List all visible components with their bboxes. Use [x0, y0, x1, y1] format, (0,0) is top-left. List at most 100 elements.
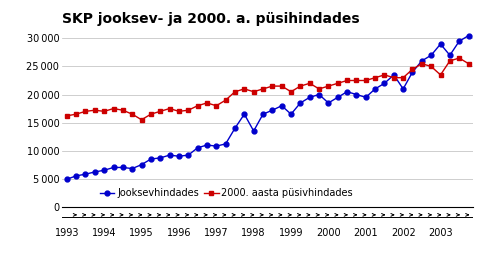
2000. aasta püsivhindades: [130, 113, 135, 116]
Jooksevhindades: [326, 101, 331, 104]
Text: 2002: 2002: [391, 228, 415, 238]
Jooksevhindades: [241, 113, 247, 116]
Jooksevhindades: [316, 93, 322, 96]
Jooksevhindades: [270, 109, 275, 112]
Jooksevhindades: [176, 154, 182, 158]
Jooksevhindades: [64, 178, 70, 181]
2000. aasta püsivhindades: [73, 113, 79, 116]
Jooksevhindades: [92, 170, 98, 174]
Text: 1997: 1997: [204, 228, 228, 238]
2000. aasta püsivhindades: [456, 56, 462, 60]
2000. aasta püsivhindades: [326, 85, 331, 88]
Jooksevhindades: [410, 70, 415, 74]
Jooksevhindades: [167, 153, 173, 157]
Jooksevhindades: [139, 163, 144, 166]
Jooksevhindades: [363, 96, 369, 99]
2000. aasta püsivhindades: [195, 104, 200, 107]
Jooksevhindades: [73, 174, 79, 178]
2000. aasta püsivhindades: [466, 62, 471, 65]
2000. aasta püsivhindades: [344, 79, 350, 82]
2000. aasta püsivhindades: [83, 110, 88, 113]
Jooksevhindades: [400, 87, 406, 91]
2000. aasta püsivhindades: [157, 110, 163, 113]
Text: SKP jooksev- ja 2000. a. püsihindades: SKP jooksev- ja 2000. a. püsihindades: [62, 12, 360, 26]
Text: 2001: 2001: [353, 228, 378, 238]
2000. aasta püsivhindades: [101, 110, 107, 113]
2000. aasta püsivhindades: [419, 62, 424, 65]
Jooksevhindades: [120, 166, 126, 169]
Text: 1996: 1996: [167, 228, 191, 238]
Jooksevhindades: [83, 172, 88, 176]
Jooksevhindades: [213, 144, 219, 148]
Jooksevhindades: [381, 82, 387, 85]
Text: 2003: 2003: [428, 228, 453, 238]
2000. aasta püsivhindades: [148, 113, 154, 116]
Jooksevhindades: [223, 142, 228, 146]
2000. aasta püsivhindades: [307, 82, 313, 85]
2000. aasta püsivhindades: [204, 101, 210, 104]
2000. aasta püsivhindades: [288, 90, 294, 93]
2000. aasta püsivhindades: [223, 98, 228, 102]
Jooksevhindades: [466, 34, 471, 37]
Jooksevhindades: [110, 166, 117, 169]
2000. aasta püsivhindades: [232, 90, 238, 93]
2000. aasta püsivhindades: [316, 87, 322, 91]
Line: Jooksevhindades: Jooksevhindades: [65, 33, 471, 182]
Jooksevhindades: [391, 73, 397, 76]
Jooksevhindades: [204, 143, 210, 147]
Text: 1993: 1993: [54, 228, 79, 238]
2000. aasta püsivhindades: [176, 110, 182, 113]
2000. aasta püsivhindades: [363, 79, 369, 82]
2000. aasta püsivhindades: [279, 85, 284, 88]
Legend: Jooksevhindades, 2000. aasta püsivhindades: Jooksevhindades, 2000. aasta püsivhindad…: [100, 188, 353, 198]
Jooksevhindades: [428, 54, 434, 57]
2000. aasta püsivhindades: [120, 109, 126, 112]
2000. aasta püsivhindades: [64, 114, 70, 118]
Jooksevhindades: [288, 113, 294, 116]
Jooksevhindades: [447, 54, 453, 57]
Jooksevhindades: [260, 113, 266, 116]
Jooksevhindades: [251, 129, 257, 133]
Jooksevhindades: [195, 146, 200, 149]
Jooksevhindades: [344, 90, 350, 93]
2000. aasta püsivhindades: [400, 76, 406, 79]
2000. aasta püsivhindades: [372, 76, 378, 79]
2000. aasta püsivhindades: [354, 79, 359, 82]
Jooksevhindades: [232, 126, 238, 130]
Text: 1998: 1998: [241, 228, 266, 238]
Jooksevhindades: [185, 153, 191, 157]
2000. aasta püsivhindades: [391, 76, 397, 79]
2000. aasta püsivhindades: [270, 85, 275, 88]
Jooksevhindades: [130, 167, 135, 170]
2000. aasta püsivhindades: [110, 107, 117, 110]
Line: 2000. aasta püsivhindades: 2000. aasta püsivhindades: [65, 56, 471, 122]
2000. aasta püsivhindades: [213, 104, 219, 107]
2000. aasta püsivhindades: [438, 73, 444, 76]
Text: 2000: 2000: [316, 228, 341, 238]
Jooksevhindades: [354, 93, 359, 96]
2000. aasta püsivhindades: [335, 82, 341, 85]
Jooksevhindades: [335, 96, 341, 99]
2000. aasta püsivhindades: [251, 90, 257, 93]
Jooksevhindades: [279, 104, 284, 107]
2000. aasta püsivhindades: [185, 109, 191, 112]
Text: 1994: 1994: [92, 228, 117, 238]
Jooksevhindades: [456, 40, 462, 43]
2000. aasta püsivhindades: [297, 85, 303, 88]
Jooksevhindades: [297, 101, 303, 104]
2000. aasta püsivhindades: [92, 109, 98, 112]
2000. aasta püsivhindades: [260, 87, 266, 91]
Jooksevhindades: [438, 42, 444, 46]
Jooksevhindades: [307, 96, 313, 99]
Jooksevhindades: [148, 157, 154, 161]
2000. aasta püsivhindades: [428, 65, 434, 68]
Jooksevhindades: [372, 87, 378, 91]
2000. aasta püsivhindades: [241, 87, 247, 91]
2000. aasta püsivhindades: [381, 73, 387, 76]
Jooksevhindades: [101, 169, 107, 172]
2000. aasta püsivhindades: [167, 107, 173, 110]
Jooksevhindades: [419, 59, 424, 63]
2000. aasta püsivhindades: [139, 118, 144, 121]
2000. aasta püsivhindades: [410, 68, 415, 71]
Text: 1995: 1995: [129, 228, 154, 238]
